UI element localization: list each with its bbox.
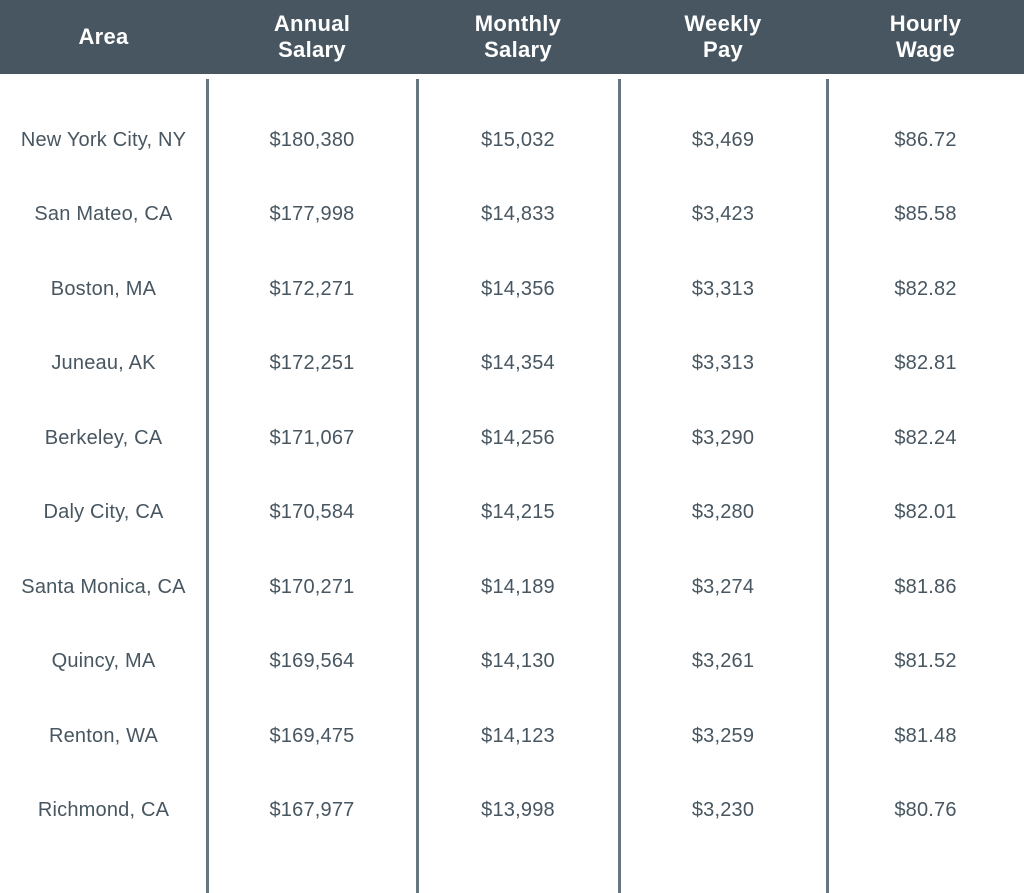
column-divider bbox=[826, 79, 829, 893]
cell-weekly_pay: $3,313 bbox=[691, 352, 755, 375]
cell-hourly_wage: $85.58 bbox=[894, 203, 957, 226]
cell-monthly_salary: $15,032 bbox=[481, 128, 555, 151]
cell-annual_salary: $171,067 bbox=[269, 426, 355, 449]
cell-monthly_salary: $14,354 bbox=[481, 352, 555, 375]
cell-monthly_salary: $14,356 bbox=[481, 277, 555, 300]
cell-weekly_pay: $3,469 bbox=[691, 128, 755, 151]
cell-annual_salary: $167,977 bbox=[269, 799, 355, 822]
cell-weekly_pay: $3,313 bbox=[691, 277, 755, 300]
cell-monthly_salary: $14,189 bbox=[481, 575, 555, 598]
cell-weekly_pay: $3,259 bbox=[691, 724, 755, 747]
table-row: Richmond, CA $167,977 $13,998 $3,230 $80.76 bbox=[0, 774, 1024, 849]
table-row: Renton, WA $169,475 $14,123 $3,259 $81.48 bbox=[0, 699, 1024, 774]
cell-monthly_salary: $14,130 bbox=[481, 650, 555, 673]
column-divider bbox=[416, 79, 419, 893]
cell-hourly_wage: $82.82 bbox=[894, 277, 957, 300]
cell-area: Boston, MA bbox=[50, 277, 157, 300]
column-header-line: Hourly bbox=[889, 11, 962, 36]
cell-annual_salary: $170,584 bbox=[269, 501, 355, 524]
column-header-monthly_salary: Monthly Salary bbox=[417, 0, 619, 74]
column-header-line: Annual bbox=[273, 11, 351, 36]
table-row: Berkeley, CA $171,067 $14,256 $3,290 $82.24 bbox=[0, 401, 1024, 476]
cell-annual_salary: $169,564 bbox=[269, 650, 355, 673]
column-header-line: Salary bbox=[278, 37, 346, 62]
column-divider bbox=[206, 79, 209, 893]
cell-annual_salary: $180,380 bbox=[269, 128, 355, 151]
cell-weekly_pay: $3,274 bbox=[691, 575, 755, 598]
table-header-row: Area Annual Salary Monthly Salary Weekly Pay Ho… bbox=[0, 0, 1024, 74]
cell-hourly_wage: $82.01 bbox=[894, 501, 957, 524]
cell-area: Daly City, CA bbox=[43, 501, 164, 524]
column-divider bbox=[618, 79, 621, 893]
column-header-area: Area bbox=[0, 0, 207, 74]
table-body: New York City, NY $180,380 $15,032 $3,469 $8… bbox=[0, 74, 1024, 893]
cell-hourly_wage: $81.86 bbox=[894, 575, 957, 598]
column-header-weekly_pay: Weekly Pay bbox=[619, 0, 827, 74]
table-row: Boston, MA $172,271 $14,356 $3,313 $82.82 bbox=[0, 252, 1024, 327]
cell-hourly_wage: $82.81 bbox=[894, 352, 957, 375]
cell-annual_salary: $172,271 bbox=[269, 277, 355, 300]
cell-annual_salary: $172,251 bbox=[269, 352, 355, 375]
column-header-line: Monthly bbox=[474, 11, 562, 36]
cell-hourly_wage: $81.52 bbox=[894, 650, 957, 673]
cell-monthly_salary: $13,998 bbox=[481, 799, 555, 822]
cell-hourly_wage: $81.48 bbox=[894, 724, 957, 747]
cell-hourly_wage: $82.24 bbox=[894, 426, 957, 449]
table-row: San Mateo, CA $177,998 $14,833 $3,423 $85.58 bbox=[0, 178, 1024, 253]
column-header-line: Area bbox=[78, 24, 129, 49]
cell-weekly_pay: $3,423 bbox=[691, 203, 755, 226]
cell-annual_salary: $170,271 bbox=[269, 575, 355, 598]
cell-monthly_salary: $14,123 bbox=[481, 724, 555, 747]
cell-annual_salary: $177,998 bbox=[269, 203, 355, 226]
cell-monthly_salary: $14,833 bbox=[481, 203, 555, 226]
cell-area: Renton, WA bbox=[48, 724, 159, 747]
cell-area: Juneau, AK bbox=[51, 352, 156, 375]
cell-weekly_pay: $3,261 bbox=[691, 650, 755, 673]
cell-area: San Mateo, CA bbox=[34, 203, 173, 226]
table-row: New York City, NY $180,380 $15,032 $3,469 $8… bbox=[0, 103, 1024, 178]
cell-area: Richmond, CA bbox=[37, 799, 170, 822]
cell-annual_salary: $169,475 bbox=[269, 724, 355, 747]
column-header-hourly_wage: Hourly Wage bbox=[827, 0, 1024, 74]
table-rows: New York City, NY $180,380 $15,032 $3,469 $8… bbox=[0, 103, 1024, 848]
table-row: Daly City, CA $170,584 $14,215 $3,280 $82.01 bbox=[0, 476, 1024, 551]
cell-hourly_wage: $86.72 bbox=[894, 128, 957, 151]
column-header-annual_salary: Annual Salary bbox=[207, 0, 417, 74]
cell-monthly_salary: $14,256 bbox=[481, 426, 555, 449]
table-row: Santa Monica, CA $170,271 $14,189 $3,274 $81… bbox=[0, 550, 1024, 625]
cell-hourly_wage: $80.76 bbox=[894, 799, 957, 822]
column-header-line: Salary bbox=[484, 37, 552, 62]
column-header-line: Wage bbox=[895, 37, 956, 62]
column-header-line: Weekly bbox=[684, 11, 762, 36]
column-header-line: Pay bbox=[702, 37, 744, 62]
cell-area: Quincy, MA bbox=[51, 650, 156, 673]
cell-area: Berkeley, CA bbox=[44, 426, 163, 449]
table-row: Juneau, AK $172,251 $14,354 $3,313 $82.81 bbox=[0, 327, 1024, 402]
cell-weekly_pay: $3,230 bbox=[691, 799, 755, 822]
cell-monthly_salary: $14,215 bbox=[481, 501, 555, 524]
table-row: Quincy, MA $169,564 $14,130 $3,261 $81.52 bbox=[0, 625, 1024, 700]
cell-weekly_pay: $3,280 bbox=[691, 501, 755, 524]
cell-weekly_pay: $3,290 bbox=[691, 426, 755, 449]
cell-area: Santa Monica, CA bbox=[21, 575, 186, 598]
cell-area: New York City, NY bbox=[20, 128, 187, 151]
